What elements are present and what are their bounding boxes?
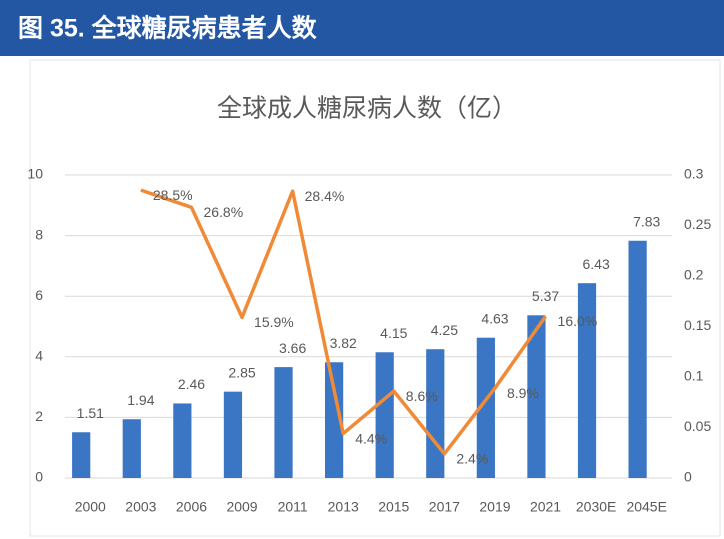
x-tick-label: 2011 [278, 499, 308, 515]
bar-value-label: 3.82 [330, 335, 357, 351]
y-tick-label: 6 [35, 287, 43, 303]
bar-value-label: 4.15 [380, 325, 407, 341]
y2-tick-label: 0.05 [684, 418, 711, 434]
bar [122, 419, 141, 478]
line-value-label: 28.5% [153, 187, 193, 203]
bar [375, 352, 394, 478]
bar-value-label: 3.66 [279, 340, 306, 356]
x-tick-label: 2021 [530, 499, 561, 515]
x-tick-label: 2006 [176, 499, 207, 515]
y2-tick-label: 0.1 [684, 368, 704, 384]
line-value-label: 8.9% [507, 385, 539, 401]
x-tick-label: 2013 [328, 499, 359, 515]
y2-tick-label: 0.25 [684, 216, 711, 232]
header-band [0, 0, 724, 56]
chart-frame [29, 59, 721, 537]
bar-value-label: 5.37 [532, 288, 559, 304]
y-tick-label: 2 [35, 408, 43, 424]
y-tick-label: 8 [35, 226, 43, 242]
line-value-label: 26.8% [203, 204, 243, 220]
x-tick-label: 2000 [75, 499, 106, 515]
line-value-label: 2.4% [456, 450, 488, 466]
chart-title: 全球成人糖尿病人数（亿） [217, 95, 517, 123]
y-tick-label: 4 [35, 348, 43, 364]
bar [173, 403, 192, 478]
bar-value-label: 1.94 [127, 392, 154, 408]
bar [628, 240, 647, 478]
y2-tick-label: 0.2 [684, 267, 704, 283]
header-title: 图 35. 全球糖尿病患者人数 [18, 14, 318, 43]
line-value-label: 15.9% [254, 314, 294, 330]
x-tick-label: 2030E [576, 499, 616, 515]
x-tick-label: 2045E [626, 499, 666, 515]
y2-tick-label: 0 [684, 469, 692, 485]
y2-tick-label: 0.15 [684, 317, 711, 333]
x-tick-label: 2009 [226, 499, 257, 515]
y2-tick-label: 0.3 [684, 166, 704, 182]
line-value-label: 16.0% [558, 313, 598, 329]
bar [577, 283, 597, 478]
bar [274, 367, 293, 478]
bar-value-label: 2.46 [178, 376, 205, 392]
bar-value-label: 1.51 [77, 405, 104, 421]
y-tick-label: 10 [27, 166, 43, 182]
x-tick-label: 2003 [125, 499, 156, 515]
y-tick-label: 0 [35, 469, 43, 485]
line [140, 188, 547, 456]
line-value-label: 4.4% [355, 430, 387, 446]
bar-value-label: 4.25 [431, 322, 458, 338]
bar [223, 391, 243, 478]
bar-value-label: 6.43 [583, 256, 610, 272]
bar-value-label: 4.63 [481, 310, 508, 326]
line-value-label: 28.4% [305, 188, 345, 204]
bar-value-label: 2.85 [228, 364, 255, 380]
bar [527, 315, 546, 478]
bar [476, 337, 495, 478]
x-tick-label: 2015 [378, 499, 409, 515]
x-tick-label: 2019 [479, 499, 510, 515]
bar [426, 349, 445, 478]
line-value-label: 8.6% [406, 388, 438, 404]
bar-value-label: 7.83 [633, 213, 660, 229]
bar [324, 362, 344, 478]
x-tick-label: 2017 [429, 499, 460, 515]
bar [72, 432, 91, 478]
